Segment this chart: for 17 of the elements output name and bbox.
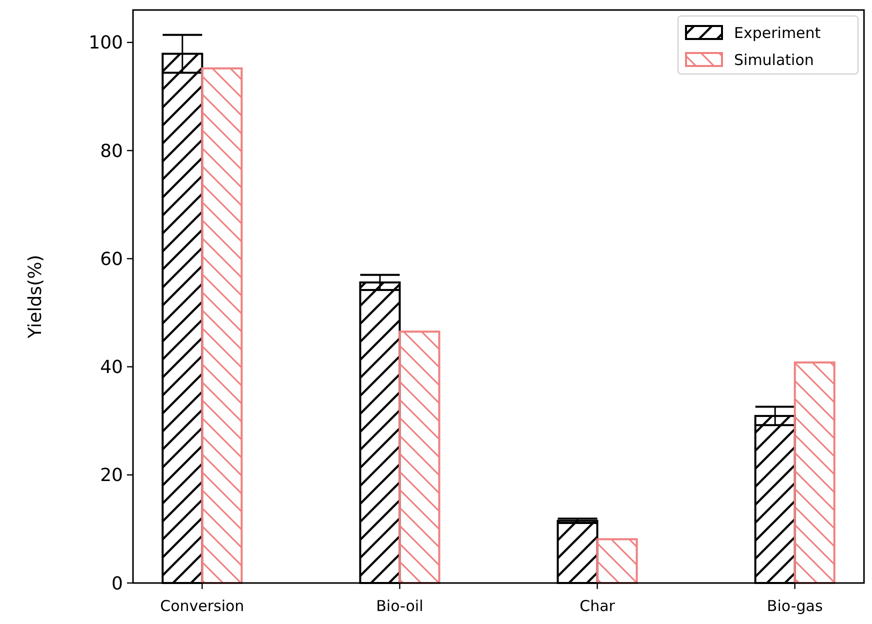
y-tick-label: 40 bbox=[100, 357, 123, 378]
y-tick-label: 0 bbox=[112, 573, 123, 594]
legend-label: Simulation bbox=[734, 51, 814, 69]
x-tick-label: Bio-oil bbox=[376, 597, 424, 615]
y-tick-label: 60 bbox=[100, 248, 123, 270]
y-tick-label: 100 bbox=[88, 32, 123, 54]
y-axis-title: Yields(%) bbox=[25, 254, 46, 340]
bar bbox=[794, 361, 836, 584]
bar bbox=[398, 330, 440, 584]
x-tick-label: Bio-gas bbox=[766, 597, 823, 615]
bar bbox=[201, 67, 243, 584]
legend-label: Experiment bbox=[734, 24, 821, 42]
y-tick-label: 20 bbox=[100, 465, 123, 486]
x-tick-label: Char bbox=[580, 597, 616, 615]
y-tick-label: 80 bbox=[100, 140, 123, 162]
bar bbox=[596, 538, 638, 584]
x-tick-label: Conversion bbox=[160, 597, 244, 615]
